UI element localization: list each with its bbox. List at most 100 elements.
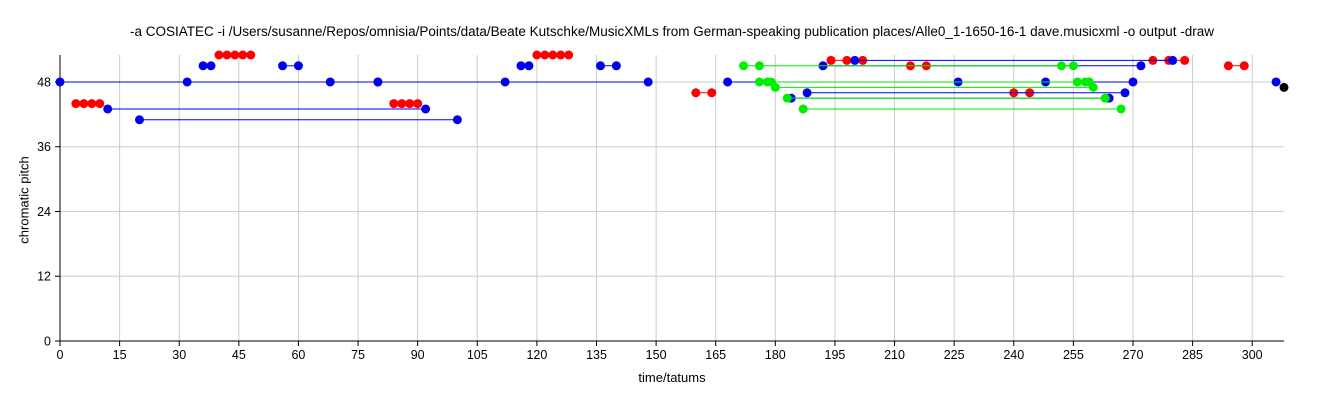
data-point (206, 61, 216, 71)
data-point (691, 88, 701, 98)
y-axis-label: chromatic pitch (16, 156, 32, 244)
data-point (1100, 93, 1110, 103)
red-pattern (691, 88, 717, 98)
data-point (770, 82, 780, 92)
data-point (1068, 61, 1078, 71)
x-tick-label: 15 (113, 348, 127, 362)
data-point (134, 115, 144, 125)
x-tick-label: 165 (705, 348, 726, 362)
green-pattern (798, 104, 1126, 114)
data-point (405, 99, 415, 109)
x-axis-label: time/tatums (638, 370, 706, 385)
x-tick-label: 135 (586, 348, 607, 362)
data-point (754, 61, 764, 71)
y-tick-label: 0 (44, 335, 51, 349)
data-point (95, 99, 105, 109)
data-point (87, 99, 97, 109)
blue-pattern (595, 61, 621, 71)
x-tick-label: 90 (411, 348, 425, 362)
x-tick-label: 225 (944, 348, 965, 362)
data-point (182, 77, 192, 87)
black-pattern (1279, 82, 1289, 92)
data-point (723, 77, 733, 87)
data-point (1136, 61, 1146, 71)
data-point (246, 50, 256, 60)
y-tick-label: 24 (37, 205, 51, 219)
data-point (325, 77, 335, 87)
y-tick-label: 12 (37, 270, 51, 284)
data-point (230, 50, 240, 60)
data-point (826, 55, 836, 65)
red-pattern (532, 50, 574, 60)
data-point (500, 77, 510, 87)
data-point (516, 61, 526, 71)
data-point (1271, 77, 1281, 87)
data-point (293, 61, 303, 71)
blue-pattern (516, 61, 534, 71)
chart-title: -a COSIATEC -i /Users/susanne/Repos/omni… (130, 24, 1214, 39)
x-tick-label: 150 (646, 348, 667, 362)
data-point (103, 104, 113, 114)
data-point (611, 61, 621, 71)
data-point (397, 99, 407, 109)
data-point (595, 61, 605, 71)
data-point (548, 50, 558, 60)
blue-pattern (278, 61, 303, 71)
x-tick-label: 300 (1242, 348, 1263, 362)
data-point (850, 55, 860, 65)
red-pattern (389, 99, 423, 109)
data-point (1120, 88, 1130, 98)
x-tick-label: 180 (765, 348, 786, 362)
data-point (540, 50, 550, 60)
data-point (1128, 77, 1138, 87)
blue-pattern (850, 55, 1178, 65)
green-pattern (782, 93, 1110, 103)
data-point (71, 99, 81, 109)
data-point (452, 115, 462, 125)
data-point (707, 88, 717, 98)
data-point (802, 88, 812, 98)
data-point (1180, 55, 1190, 65)
data-point (1080, 77, 1090, 87)
x-tick-label: 255 (1063, 348, 1084, 362)
data-point (1056, 61, 1066, 71)
data-series (55, 50, 1289, 125)
data-point (421, 104, 431, 114)
blue-pattern (373, 77, 653, 87)
data-point (762, 77, 772, 87)
y-tick-label: 36 (37, 140, 51, 154)
x-tick-label: 30 (172, 348, 186, 362)
data-point (1223, 61, 1233, 71)
data-point (643, 77, 653, 87)
x-tick-label: 240 (1003, 348, 1024, 362)
data-point (798, 104, 808, 114)
data-point (739, 61, 749, 71)
data-point (413, 99, 423, 109)
x-tick-label: 285 (1182, 348, 1203, 362)
x-tick-label: 60 (291, 348, 305, 362)
data-point (1116, 104, 1126, 114)
data-point (389, 99, 399, 109)
green-pattern (762, 77, 1090, 87)
blue-pattern (55, 77, 383, 87)
x-tick-label: 210 (884, 348, 905, 362)
data-point (198, 61, 208, 71)
data-point (782, 93, 792, 103)
x-tick-label: 105 (467, 348, 488, 362)
x-tick-label: 0 (57, 348, 64, 362)
data-point (556, 50, 566, 60)
data-point (532, 50, 542, 60)
axes (55, 55, 1284, 346)
data-point (1168, 55, 1178, 65)
y-tick-label: 48 (37, 75, 51, 89)
x-tick-label: 270 (1123, 348, 1144, 362)
blue-pattern (802, 88, 1130, 98)
x-tick-label: 45 (232, 348, 246, 362)
data-point (1239, 61, 1249, 71)
blue-pattern (103, 104, 431, 114)
data-point (373, 77, 383, 87)
x-tick-label: 120 (526, 348, 547, 362)
red-pattern (1223, 61, 1249, 71)
red-pattern (71, 99, 105, 109)
